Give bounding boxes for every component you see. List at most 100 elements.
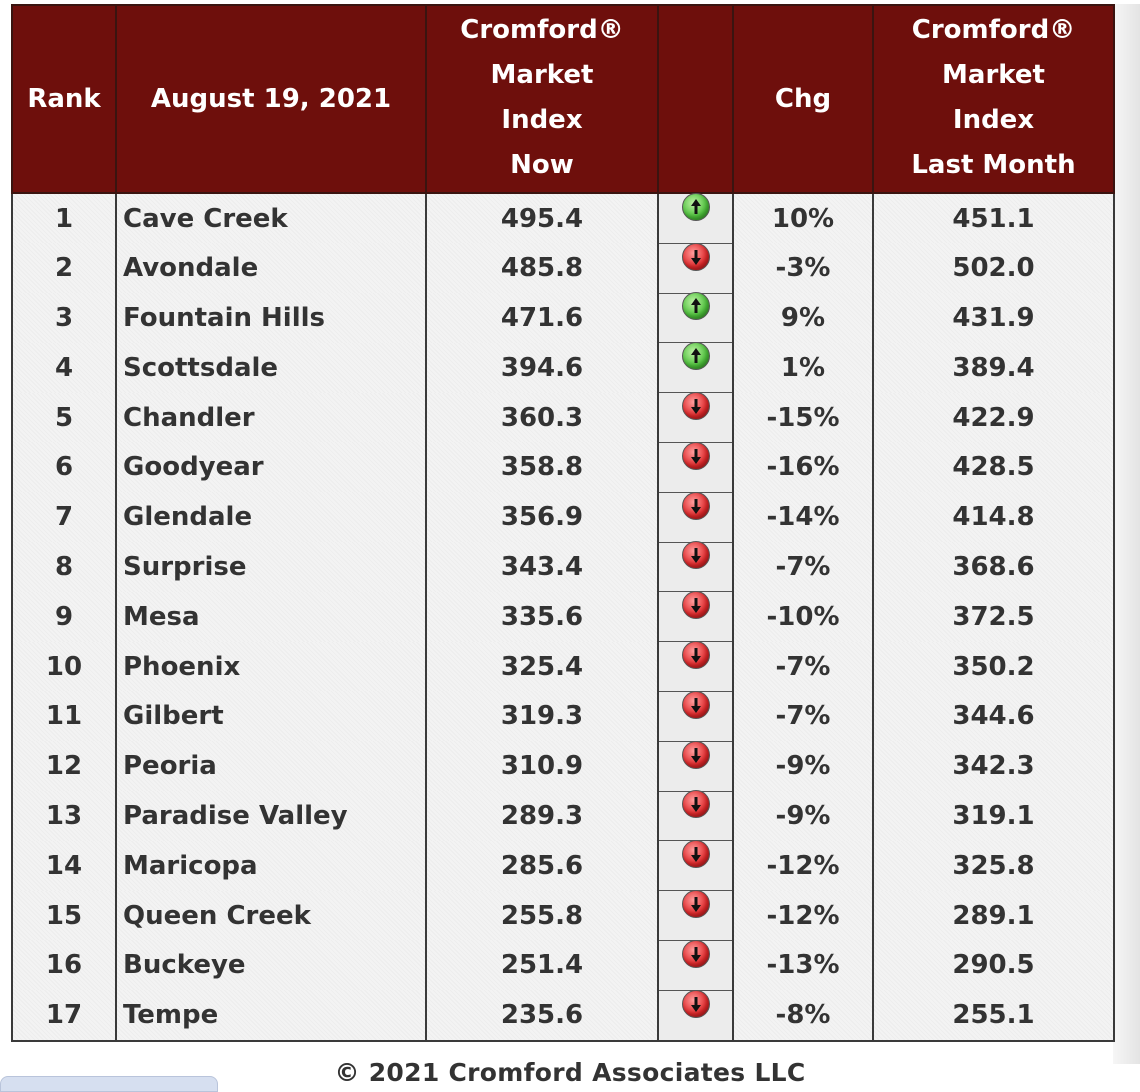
rank-cell: 9 (11, 591, 117, 642)
table-row: 8 Surprise 343.4 -7% 368.6 (11, 541, 1115, 593)
header-row: Rank August 19, 2021 Cromford® Market In… (11, 4, 1115, 194)
chg-cell: -13% (732, 940, 874, 991)
chg-header: Chg (732, 4, 874, 194)
index-last-header-line: Cromford® (911, 15, 1076, 45)
rank-cell: 7 (11, 492, 117, 543)
index-last-month-header: Cromford® Market Index Last Month (872, 4, 1115, 194)
index-now-cell: 235.6 (425, 990, 659, 1042)
city-cell: Phoenix (115, 641, 427, 692)
red-down-arrow-icon (681, 840, 710, 869)
city-cell: Goodyear (115, 442, 427, 493)
table-row: 17 Tempe 235.6 -8% 255.1 (11, 989, 1115, 1042)
index-last-month-cell: 344.6 (872, 691, 1115, 742)
index-last-month-cell: 342.3 (872, 741, 1115, 792)
index-now-header-line: Index (501, 105, 583, 135)
index-last-month-cell: 389.4 (872, 342, 1115, 393)
rank-cell: 10 (11, 641, 117, 692)
city-cell: Mesa (115, 591, 427, 642)
index-now-header-line: Now (510, 150, 574, 180)
rank-cell: 1 (11, 193, 117, 244)
city-cell: Glendale (115, 492, 427, 543)
city-cell: Avondale (115, 243, 427, 294)
index-now-cell: 289.3 (425, 791, 659, 841)
index-last-header-line: Index (952, 105, 1035, 135)
index-last-month-cell: 255.1 (872, 990, 1115, 1042)
red-down-arrow-icon (681, 939, 710, 968)
copyright-footer: © 2021 Cromford Associates LLC (334, 1058, 806, 1087)
date-header: August 19, 2021 (115, 4, 427, 194)
rank-cell: 6 (11, 442, 117, 493)
index-last-month-cell: 431.9 (872, 293, 1115, 343)
chg-cell: -9% (732, 791, 874, 841)
table-row: 4 Scottsdale 394.6 1% 389.4 (11, 342, 1115, 394)
index-last-header-line: Market (942, 60, 1045, 90)
index-last-month-cell: 368.6 (872, 542, 1115, 592)
index-now-cell: 285.6 (425, 840, 659, 891)
table-row: 11 Gilbert 319.3 -7% 344.6 (11, 690, 1115, 742)
rank-header: Rank (11, 4, 117, 194)
red-down-arrow-icon (681, 591, 710, 620)
rank-cell: 15 (11, 890, 117, 941)
rank-cell: 14 (11, 840, 117, 891)
rank-cell: 4 (11, 342, 117, 393)
city-cell: Scottsdale (115, 342, 427, 393)
direction-cell (657, 740, 734, 792)
city-cell: Peoria (115, 741, 427, 792)
red-down-arrow-icon (681, 890, 710, 919)
index-now-cell: 310.9 (425, 741, 659, 792)
city-cell: Maricopa (115, 840, 427, 891)
direction-cell (657, 342, 734, 394)
table-row: 16 Buckeye 251.4 -13% 290.5 (11, 939, 1115, 991)
city-cell: Cave Creek (115, 193, 427, 244)
direction-cell (657, 690, 734, 742)
direction-cell (657, 292, 734, 344)
direction-cell (657, 441, 734, 493)
city-cell: Chandler (115, 392, 427, 443)
index-last-month-cell: 290.5 (872, 940, 1115, 991)
chg-cell: -7% (732, 641, 874, 692)
index-now-header-line: Cromford® (460, 15, 624, 45)
rank-cell: 13 (11, 791, 117, 841)
direction-cell (657, 392, 734, 443)
red-down-arrow-icon (681, 491, 710, 520)
index-now-cell: 394.6 (425, 342, 659, 393)
red-down-arrow-icon (681, 441, 710, 470)
table-row: 1 Cave Creek 495.4 10% 451.1 (11, 192, 1115, 244)
city-cell: Surprise (115, 542, 427, 592)
city-cell: Tempe (115, 990, 427, 1042)
market-index-table-wrap: Rank August 19, 2021 Cromford® Market In… (11, 4, 1115, 1042)
index-last-month-cell: 414.8 (872, 492, 1115, 543)
direction-cell (657, 641, 734, 692)
index-last-month-cell: 502.0 (872, 243, 1115, 294)
rank-cell: 17 (11, 990, 117, 1042)
chg-cell: -7% (732, 542, 874, 592)
index-now-cell: 485.8 (425, 243, 659, 294)
index-last-header-line: Last Month (911, 150, 1076, 180)
index-last-month-cell: 350.2 (872, 641, 1115, 692)
table-row: 14 Maricopa 285.6 -12% 325.8 (11, 840, 1115, 892)
red-down-arrow-icon (681, 541, 710, 570)
green-up-arrow-icon (681, 342, 710, 371)
index-now-cell: 360.3 (425, 392, 659, 443)
red-down-arrow-icon (681, 242, 710, 271)
index-now-cell: 495.4 (425, 193, 659, 244)
red-down-arrow-icon (681, 989, 710, 1018)
table-row: 7 Glendale 356.9 -14% 414.8 (11, 491, 1115, 543)
table-row: 13 Paradise Valley 289.3 -9% 319.1 (11, 790, 1115, 842)
direction-cell (657, 989, 734, 1042)
table-row: 2 Avondale 485.8 -3% 502.0 (11, 242, 1115, 294)
index-now-cell: 255.8 (425, 890, 659, 941)
chg-cell: -3% (732, 243, 874, 294)
table-row: 6 Goodyear 358.8 -16% 428.5 (11, 441, 1115, 493)
table-body: 1 Cave Creek 495.4 10% 451.1 2 Avondale 485.8 -3… (11, 192, 1115, 1042)
red-down-arrow-icon (681, 740, 710, 769)
red-down-arrow-icon (681, 392, 710, 421)
index-last-month-cell: 325.8 (872, 840, 1115, 891)
rank-cell: 11 (11, 691, 117, 742)
direction-cell (657, 840, 734, 892)
index-now-header: Cromford® Market Index Now (425, 4, 659, 194)
chg-cell: -16% (732, 442, 874, 493)
taskbar-tab[interactable] (0, 1076, 218, 1092)
chg-cell: -14% (732, 492, 874, 543)
rank-cell: 5 (11, 392, 117, 443)
